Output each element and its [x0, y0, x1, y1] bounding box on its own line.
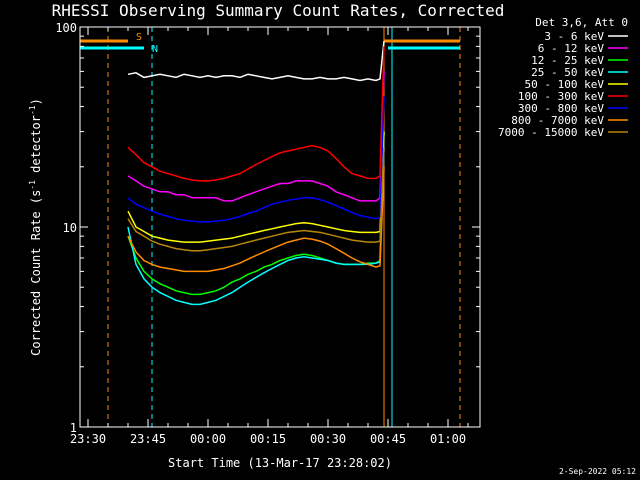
- series-lines: [127, 41, 385, 306]
- x-tick-label: 00:15: [250, 432, 286, 446]
- x-tick-label: 23:30: [70, 432, 106, 446]
- legend-label-4: 50 - 100 keV: [525, 78, 605, 91]
- legend-label-5: 100 - 300 keV: [518, 90, 604, 103]
- legend-header: Det 3,6, Att 0: [535, 16, 628, 29]
- y-axis-ticks: 1 10 100: [55, 21, 480, 435]
- flag-label-s: S: [136, 32, 142, 43]
- y-tick-label: 1: [70, 421, 77, 435]
- x-tick-label: 00:45: [370, 432, 406, 446]
- series-line-3: [127, 147, 385, 306]
- legend-label-7: 800 - 7000 keV: [511, 114, 604, 127]
- series-line-2: [127, 131, 385, 296]
- series-line-8: [127, 147, 385, 252]
- legend-label-0: 3 - 6 keV: [544, 30, 604, 43]
- x-tick-label: 01:00: [430, 432, 466, 446]
- x-axis-ticks: 23:30 23:45 00:00 00:15 00:30 00:45 01:00: [70, 27, 469, 446]
- series-line-7: [127, 166, 385, 273]
- x-tick-label: 00:30: [310, 432, 346, 446]
- flag-labels: SN: [136, 32, 158, 55]
- legend-label-3: 25 - 50 keV: [531, 66, 604, 79]
- series-line-1: [127, 71, 385, 202]
- x-tick-label: 23:45: [130, 432, 166, 446]
- x-tick-label: 00:00: [190, 432, 226, 446]
- y-axis-label-main: Corrected Count Rate (s: [29, 190, 43, 356]
- y-axis-label-mid: detector: [29, 115, 43, 180]
- chart-title: RHESSI Observing Summary Count Rates, Co…: [52, 1, 505, 20]
- series-line-0: [127, 41, 385, 82]
- y-axis-label-sup2: -1: [28, 105, 37, 115]
- series-line-4: [127, 131, 385, 243]
- x-axis-label: Start Time (13-Mar-17 23:28:02): [168, 456, 392, 470]
- series-line-6: [127, 96, 385, 223]
- legend-label-8: 7000 - 15000 keV: [498, 126, 604, 139]
- y-axis-label-end: ): [29, 98, 43, 105]
- legend-label-6: 300 - 800 keV: [518, 102, 604, 115]
- flag-label-n: N: [152, 44, 158, 55]
- legend-label-2: 12 - 25 keV: [531, 54, 604, 67]
- series-line-5: [127, 46, 385, 182]
- y-axis-label: Corrected Count Rate (s-1 detector-1): [28, 98, 43, 356]
- y-tick-label: 10: [63, 221, 77, 235]
- footer-timestamp: 2-Sep-2022 05:12: [559, 467, 636, 476]
- y-axis-label-sup1: -1: [28, 180, 37, 190]
- legend-label-1: 6 - 12 keV: [538, 42, 605, 55]
- y-tick-label: 100: [55, 21, 77, 35]
